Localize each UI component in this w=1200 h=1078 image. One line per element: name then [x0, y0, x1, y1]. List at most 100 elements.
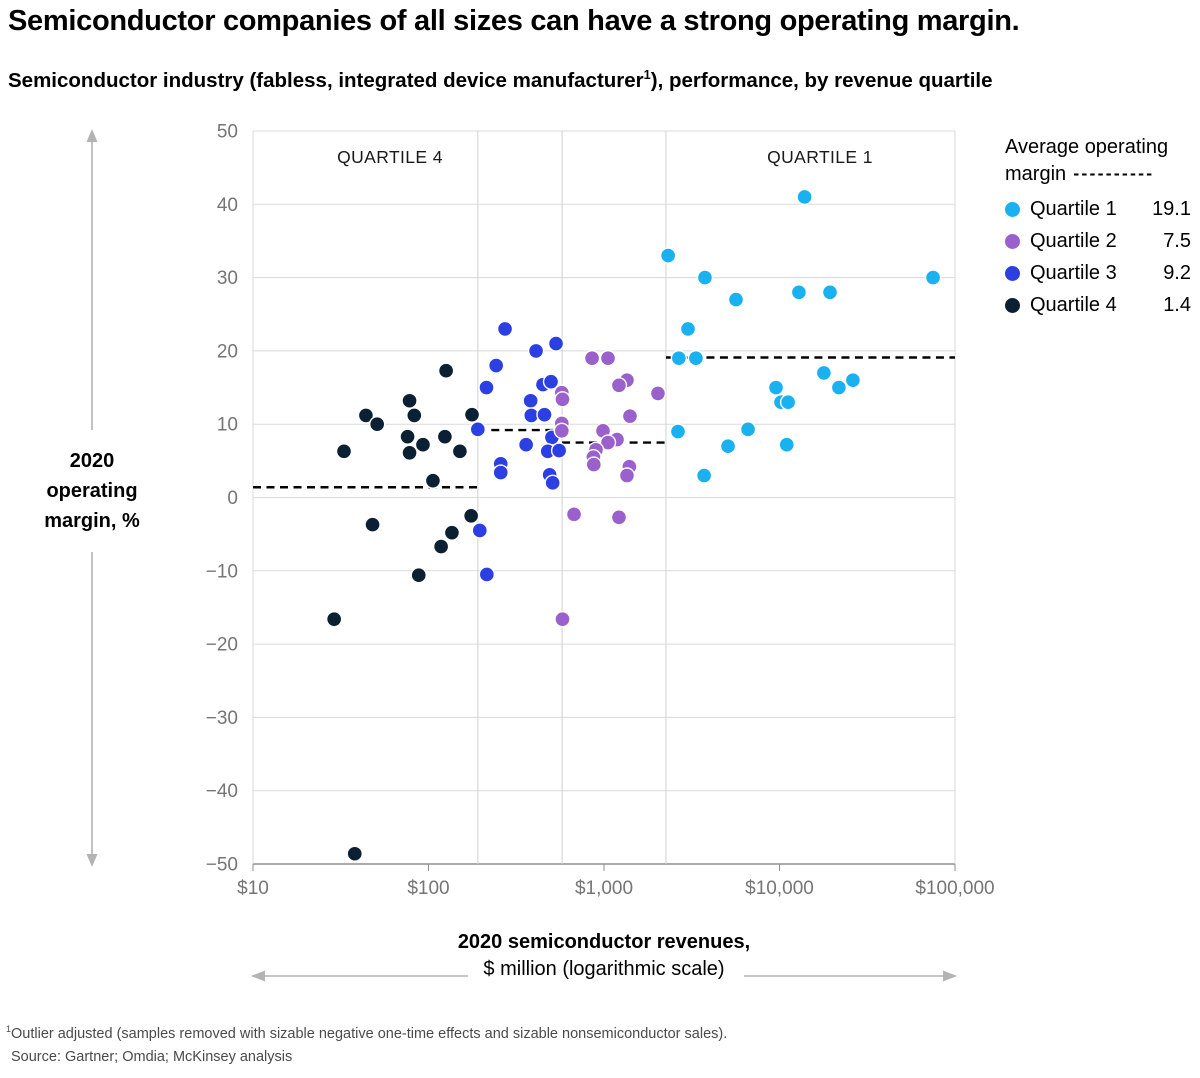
data-point-quartile-4[interactable] [368, 416, 386, 433]
y-tick-label: 30 [217, 268, 238, 289]
data-point-quartile-4[interactable] [406, 407, 423, 424]
data-point-quartile-3[interactable] [527, 342, 545, 360]
data-point-quartile-1[interactable] [670, 350, 688, 367]
data-point-quartile-1[interactable] [924, 269, 942, 286]
data-point-quartile-2[interactable] [585, 456, 603, 473]
data-point-quartile-3[interactable] [487, 357, 505, 374]
data-point-quartile-2[interactable] [610, 509, 628, 526]
data-point-quartile-4[interactable] [462, 507, 480, 525]
data-point-quartile-3[interactable] [471, 522, 488, 539]
legend-title-text: Average operating margin [1005, 136, 1169, 185]
y-tick-label: −20 [206, 635, 238, 656]
data-point-quartile-1[interactable] [815, 364, 833, 382]
data-point-quartile-4[interactable] [401, 392, 418, 409]
data-point-quartile-1[interactable] [778, 436, 795, 453]
data-point-quartile-4[interactable] [399, 428, 416, 445]
data-point-quartile-1[interactable] [739, 421, 757, 438]
x-axis-title-line1: 2020 semiconductor revenues, [457, 931, 751, 953]
legend-item-quartile-4[interactable]: Quartile 4 1.4 [1005, 294, 1191, 316]
data-point-quartile-2[interactable] [649, 385, 667, 402]
data-point-quartile-1[interactable] [659, 247, 677, 264]
band-label-quartile-4: QUARTILE 4 [337, 147, 443, 167]
y-tick-label: 20 [217, 341, 238, 362]
data-point-quartile-3[interactable] [469, 421, 487, 438]
data-point-quartile-4[interactable] [401, 444, 418, 461]
data-point-quartile-2[interactable] [599, 434, 617, 451]
data-point-quartile-3[interactable] [544, 474, 561, 492]
data-point-quartile-4[interactable] [432, 538, 450, 555]
x-axis-title: 2020 semiconductor revenues, $ million (… [253, 931, 955, 981]
data-point-quartile-1[interactable] [696, 269, 714, 286]
data-point-quartile-1[interactable] [679, 320, 697, 338]
x-tick-label: $10,000 [745, 878, 814, 899]
data-point-quartile-3[interactable] [547, 335, 565, 352]
data-point-quartile-3[interactable] [496, 320, 514, 338]
data-point-quartile-1[interactable] [821, 284, 839, 301]
band-label-quartile-1: QUARTILE 1 [767, 147, 873, 167]
data-point-quartile-2[interactable] [599, 350, 617, 367]
data-point-quartile-4[interactable] [325, 610, 343, 628]
data-point-quartile-1[interactable] [695, 467, 713, 484]
data-point-quartile-4[interactable] [443, 524, 461, 541]
data-point-quartile-3[interactable] [478, 379, 495, 396]
data-point-quartile-4[interactable] [335, 443, 353, 460]
data-point-quartile-3[interactable] [542, 373, 560, 390]
data-point-quartile-2[interactable] [610, 377, 628, 394]
legend: Average operating margin Quartile 1 19.1… [1005, 134, 1191, 316]
arrow-right-icon [943, 970, 957, 982]
data-point-quartile-2[interactable] [553, 422, 571, 439]
data-point-quartile-4[interactable] [451, 443, 469, 460]
data-point-quartile-1[interactable] [727, 291, 745, 308]
legend-item-quartile-3[interactable]: Quartile 3 9.2 [1005, 262, 1191, 284]
data-point-quartile-3[interactable] [492, 464, 509, 481]
data-point-quartile-3[interactable] [550, 442, 568, 459]
data-point-quartile-2[interactable] [565, 506, 583, 523]
chart-subtitle: Semiconductor industry (fabless, integra… [8, 67, 993, 93]
legend-item-quartile-2[interactable]: Quartile 2 7.5 [1005, 230, 1191, 252]
footnote-line: 1Outlier adjusted (samples removed with … [6, 1023, 727, 1046]
data-point-quartile-1[interactable] [779, 394, 797, 411]
data-point-quartile-4[interactable] [357, 407, 375, 424]
data-point-quartile-3[interactable] [478, 566, 496, 583]
legend-item-value: 19.1 [1152, 197, 1191, 220]
data-point-quartile-1[interactable] [830, 379, 848, 396]
data-point-quartile-1[interactable] [767, 379, 785, 396]
legend-item-label: Quartile 3 [1030, 261, 1117, 284]
x-tick-label: $100,000 [915, 878, 994, 899]
data-point-quartile-4[interactable] [463, 406, 481, 423]
data-point-quartile-2[interactable] [618, 467, 636, 484]
data-point-quartile-3[interactable] [517, 436, 535, 453]
data-point-quartile-4[interactable] [436, 428, 454, 445]
data-point-quartile-4[interactable] [410, 566, 427, 584]
data-point-quartile-4[interactable] [437, 362, 455, 379]
data-point-quartile-4[interactable] [364, 516, 381, 533]
data-point-quartile-1[interactable] [719, 437, 737, 455]
data-point-quartile-1[interactable] [844, 372, 862, 389]
data-point-quartile-1[interactable] [687, 350, 705, 367]
data-point-quartile-1[interactable] [796, 188, 813, 206]
data-point-quartile-1[interactable] [790, 284, 808, 301]
data-point-quartile-4[interactable] [424, 472, 442, 489]
quartile-4-dot-icon [1005, 297, 1020, 313]
data-point-quartile-1[interactable] [669, 423, 687, 440]
data-point-quartile-2[interactable] [554, 391, 571, 408]
data-point-quartile-3[interactable] [536, 406, 553, 423]
data-point-quartile-4[interactable] [414, 436, 432, 453]
data-point-quartile-2[interactable] [583, 350, 601, 367]
legend-item-label: Quartile 2 [1030, 229, 1117, 252]
data-point-quartile-4[interactable] [346, 845, 363, 862]
data-point-quartile-2[interactable] [621, 407, 639, 425]
x-tick-label: $10 [237, 878, 269, 899]
subtitle-footnote-marker: 1 [643, 67, 651, 83]
legend-item-value: 1.4 [1163, 293, 1191, 316]
legend-item-quartile-1[interactable]: Quartile 1 19.1 [1005, 198, 1191, 220]
footnote: 1Outlier adjusted (samples removed with … [6, 1023, 727, 1069]
y-tick-label: 0 [227, 488, 238, 509]
quartile-2-dot-icon [1005, 233, 1020, 249]
y-tick-label: 10 [217, 415, 238, 436]
data-point-quartile-2[interactable] [554, 610, 571, 628]
legend-item-label: Quartile 1 [1030, 197, 1117, 220]
data-point-quartile-3[interactable] [522, 392, 539, 409]
